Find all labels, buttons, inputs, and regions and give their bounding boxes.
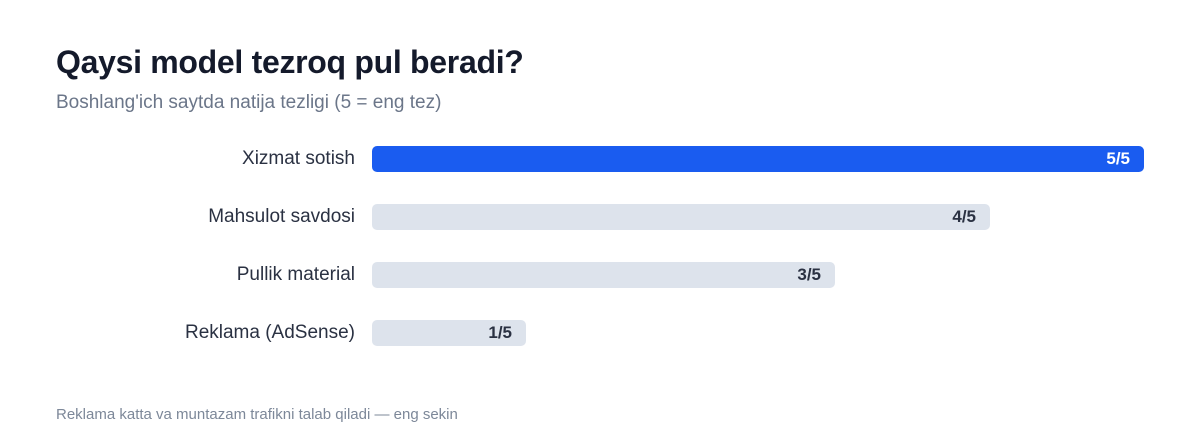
bar: 4/5: [372, 204, 990, 230]
bar-value-label: 4/5: [952, 207, 976, 226]
category-label: Pullik material: [236, 264, 355, 285]
bar: 3/5: [372, 262, 835, 288]
bar-row: Mahsulot savdosi 4/5: [0, 203, 1200, 231]
bar-row: Pullik material 3/5: [0, 261, 1200, 289]
bar-row: Xizmat sotish 5/5: [0, 145, 1200, 173]
chart-title: Qaysi model tezroq pul beradi?: [56, 44, 524, 80]
chart-footnote: Reklama katta va muntazam trafikni talab…: [56, 406, 458, 423]
category-label: Reklama (AdSense): [184, 322, 355, 343]
chart-subtitle: Boshlang'ich saytda natija tezligi (5 = …: [56, 92, 442, 113]
bar-track: 1/5: [372, 320, 1144, 346]
bar: 1/5: [372, 320, 526, 346]
bar-track: 3/5: [372, 262, 1144, 288]
bar-value-label: 5/5: [1106, 149, 1130, 168]
bar-track: 5/5: [372, 146, 1144, 172]
category-label: Mahsulot savdosi: [208, 206, 355, 227]
bar-value-label: 3/5: [797, 265, 821, 284]
bar: 5/5: [372, 146, 1144, 172]
bar-row: Reklama (AdSense) 1/5: [0, 319, 1200, 347]
category-label: Xizmat sotish: [242, 148, 355, 169]
bar-track: 4/5: [372, 204, 1144, 230]
bar-value-label: 1/5: [488, 323, 512, 342]
